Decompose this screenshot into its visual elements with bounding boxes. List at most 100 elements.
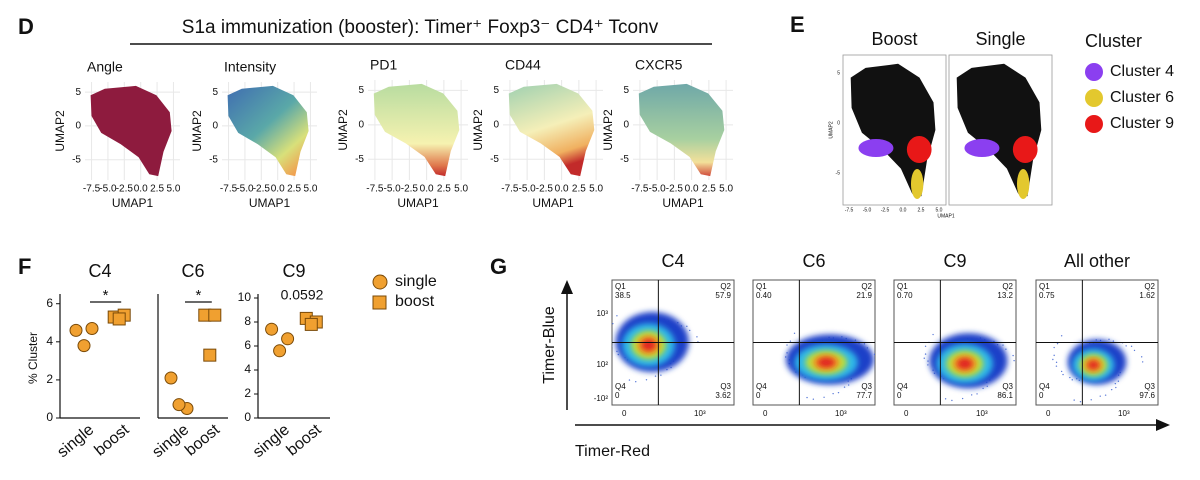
data-point bbox=[208, 308, 222, 322]
event-dot bbox=[927, 364, 929, 366]
x-tick-label: -2.5 bbox=[881, 207, 890, 213]
event-dot bbox=[932, 333, 934, 336]
event-dot bbox=[961, 397, 964, 400]
x-tick-label: 0.0 bbox=[685, 184, 699, 195]
panel-d-title: S1a immunization (booster): Timer⁺ Foxp3… bbox=[182, 17, 659, 38]
panel-label: E bbox=[790, 12, 805, 37]
y-tick-label: 0 bbox=[212, 121, 218, 132]
event-dot bbox=[784, 356, 787, 358]
x-tick-label: 2.5 bbox=[572, 184, 586, 195]
significance-label: * bbox=[103, 287, 109, 304]
event-dot bbox=[616, 350, 618, 353]
event-dot bbox=[924, 353, 927, 355]
x-tick-label: 2.5 bbox=[150, 184, 164, 195]
legend-label: Cluster 9 bbox=[1110, 115, 1174, 132]
x-tick-label: 0.0 bbox=[555, 184, 569, 195]
y-tick-label: 6 bbox=[46, 296, 53, 310]
event-dot bbox=[612, 322, 614, 325]
x-tick-label: -7.5 bbox=[366, 184, 384, 195]
cluster-region bbox=[906, 136, 932, 163]
density bbox=[923, 333, 1015, 402]
plot-title: C6 bbox=[802, 251, 825, 271]
legend-swatch bbox=[1085, 115, 1103, 133]
quadrant-value: 1.62 bbox=[1139, 291, 1155, 300]
y-axis-label: UMAP2 bbox=[336, 109, 350, 151]
legend-swatch bbox=[372, 274, 388, 290]
event-dot bbox=[837, 391, 840, 394]
x-axis-label: UMAP1 bbox=[397, 196, 439, 210]
g-x-label: Timer-Red bbox=[575, 443, 650, 460]
y-axis-label: % Cluster bbox=[26, 332, 40, 384]
event-dot bbox=[823, 396, 825, 398]
event-dot bbox=[1056, 342, 1059, 345]
event-dot bbox=[1073, 399, 1075, 401]
quadrant-name: Q3 bbox=[720, 382, 731, 391]
plot-title: All other bbox=[1064, 251, 1130, 271]
event-dot bbox=[873, 353, 875, 356]
x-tick-label: 0.0 bbox=[134, 184, 148, 195]
umap-plot: Intensity -7.5 -5.0 -2.5 0.0 2.5 5.0 5 0 -5 UMAP1 U… bbox=[190, 59, 318, 210]
event-dot bbox=[1052, 358, 1054, 361]
plot-title: Boost bbox=[871, 29, 917, 49]
x-tick-label: -5.0 bbox=[99, 184, 117, 195]
x-tick-label: -5.0 bbox=[519, 184, 537, 195]
chart-title: C6 bbox=[181, 261, 204, 281]
legend-label: Cluster 6 bbox=[1110, 89, 1174, 106]
x-tick-label: 0 bbox=[763, 409, 768, 418]
event-dot bbox=[982, 387, 984, 390]
data-point bbox=[265, 322, 279, 336]
x-tick-label: 0 bbox=[1046, 409, 1051, 418]
event-dot bbox=[1133, 349, 1136, 352]
x-tick-label: -7.5 bbox=[845, 207, 854, 213]
x-tick-label: 5.0 bbox=[303, 184, 317, 195]
event-dot bbox=[635, 381, 637, 383]
legend-label: Cluster 4 bbox=[1110, 63, 1174, 80]
y-axis-label: UMAP2 bbox=[828, 121, 834, 138]
y-tick-label: 5 bbox=[212, 87, 218, 98]
event-dot bbox=[1125, 345, 1127, 347]
event-dot bbox=[1112, 340, 1115, 342]
y-tick-label: 0 bbox=[75, 121, 81, 132]
event-dot bbox=[660, 374, 662, 376]
density bbox=[784, 332, 875, 400]
y-tick-label: 2 bbox=[244, 386, 251, 400]
cluster-region bbox=[1012, 136, 1038, 163]
event-dot bbox=[1090, 399, 1092, 401]
y-tick-label: -5 bbox=[490, 154, 499, 165]
y-axis-label: UMAP2 bbox=[471, 109, 485, 151]
quadrant-name: Q2 bbox=[1002, 282, 1013, 291]
quadrant-name: Q1 bbox=[897, 282, 908, 291]
cluster-background bbox=[850, 63, 936, 197]
quadrant-value: 3.62 bbox=[715, 391, 731, 400]
event-dot bbox=[1141, 361, 1144, 363]
significance-label: * bbox=[195, 287, 201, 304]
event-dot bbox=[1012, 354, 1014, 357]
x-tick-label: -7.5 bbox=[220, 184, 238, 195]
y-axis-label: UMAP2 bbox=[190, 110, 204, 152]
y-tick-label: 5 bbox=[75, 87, 81, 98]
y-tick-label: 4 bbox=[244, 362, 251, 376]
umap-plot: PD1 -7.5 -5.0 -2.5 0.0 2.5 5.0 5 0 -5 UMAP1 UMAP2 bbox=[336, 57, 468, 210]
x-tick-label: 2.5 bbox=[287, 184, 301, 195]
event-dot bbox=[847, 384, 850, 386]
y-tick-label: 5 bbox=[493, 85, 499, 96]
event-dot bbox=[832, 392, 834, 395]
y-axis-label: UMAP2 bbox=[53, 110, 67, 152]
y-tick-label: -10² bbox=[594, 394, 609, 403]
x-tick-label: -2.5 bbox=[253, 184, 271, 195]
event-dot bbox=[1055, 365, 1058, 367]
x-tick-label: 0.0 bbox=[900, 207, 907, 213]
event-dot bbox=[1130, 345, 1133, 348]
quadrant-name: Q1 bbox=[615, 282, 626, 291]
event-dot bbox=[812, 398, 815, 400]
quadrant-name: Q2 bbox=[861, 282, 872, 291]
x-tick-label: -2.5 bbox=[666, 184, 684, 195]
g-y-label: Timer-Blue bbox=[541, 306, 558, 384]
umap-title: CXCR5 bbox=[635, 57, 683, 73]
legend-swatch bbox=[372, 295, 387, 310]
x-tick-label: 5.0 bbox=[166, 184, 180, 195]
quadrant-name: Q4 bbox=[615, 382, 626, 391]
event-dot bbox=[970, 394, 973, 396]
